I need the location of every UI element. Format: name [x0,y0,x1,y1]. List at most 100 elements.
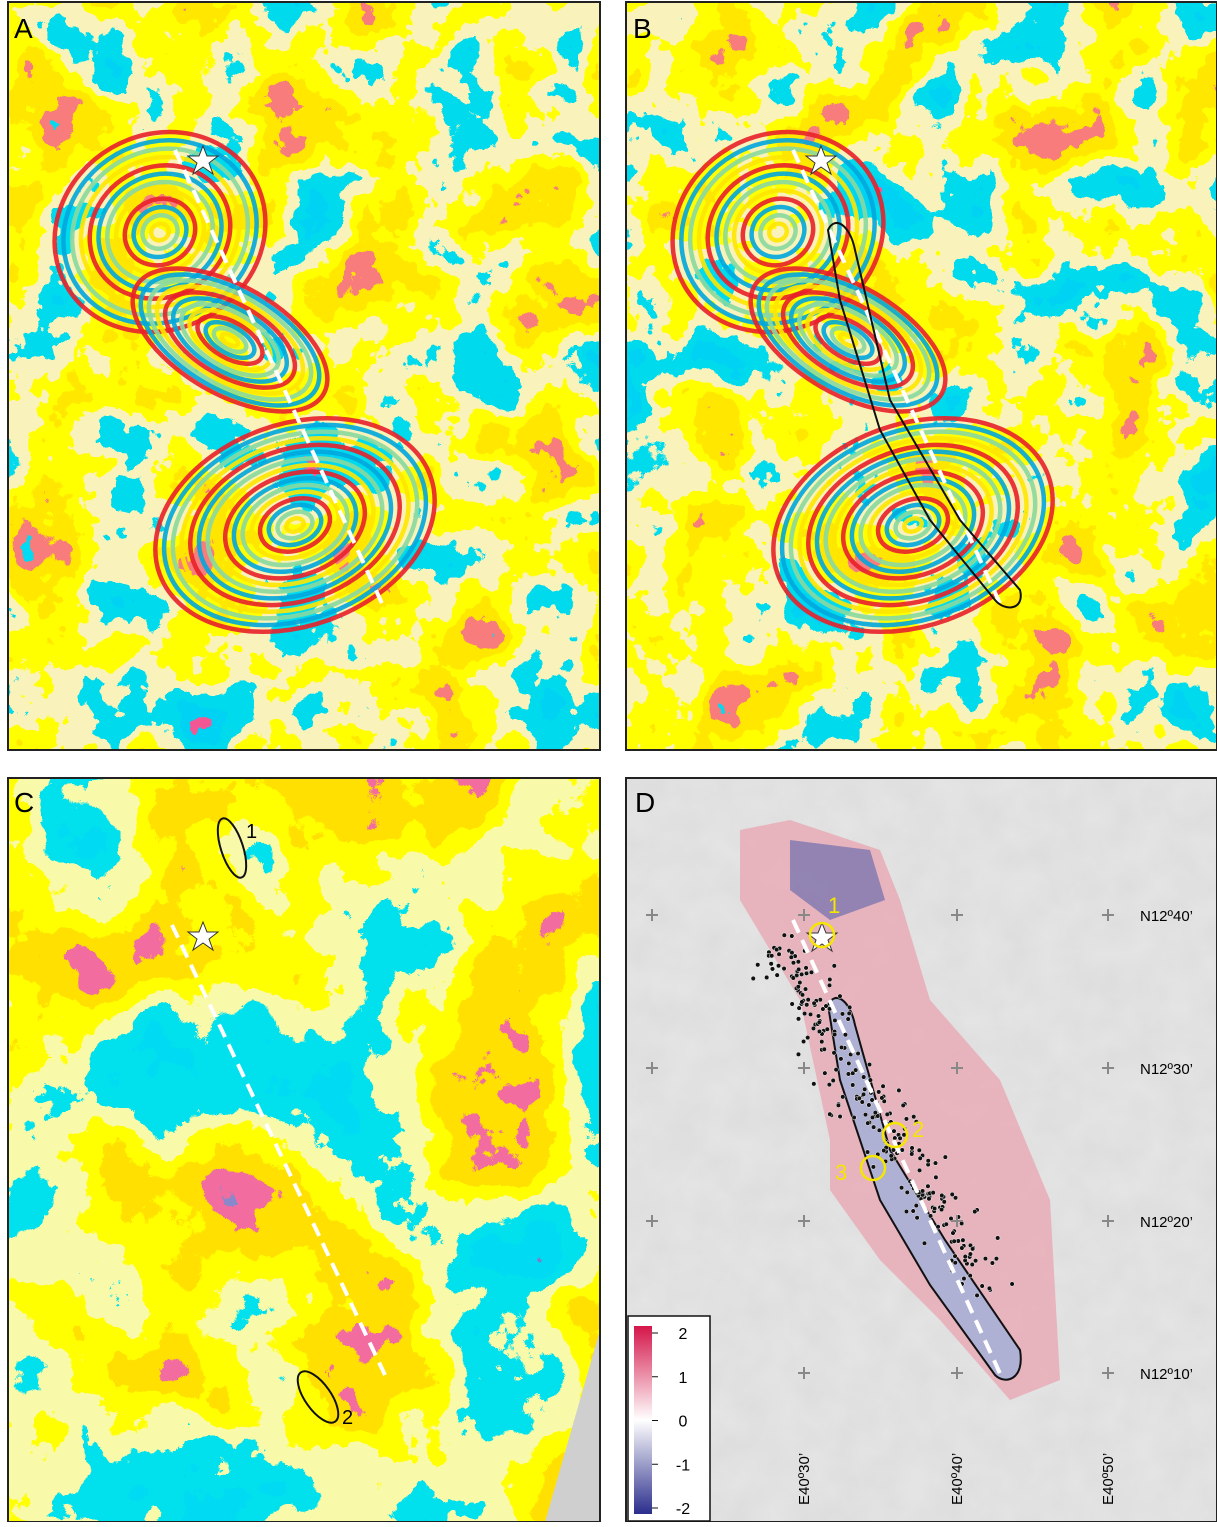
event [811,1000,817,1006]
event [823,1003,829,1009]
event [872,1110,878,1116]
fringe [771,415,1055,635]
event [764,974,770,981]
fringe [179,436,411,614]
site-circle [859,1154,887,1182]
graticule-cross [798,1062,810,1074]
event [856,1095,862,1101]
colorbar [634,1326,652,1514]
fringe [148,221,172,243]
event [930,1190,936,1196]
fringe [187,307,273,373]
event [917,1167,923,1173]
event [859,1099,865,1105]
fringe [179,302,281,378]
fringe [797,302,899,378]
event [870,1164,876,1170]
event [833,1067,839,1073]
graticule-cross [646,909,658,921]
fringe [696,154,860,310]
event [961,1276,967,1282]
fringe [214,462,376,588]
fringe [138,272,322,408]
event [942,1154,948,1160]
fault-trace [170,924,387,1376]
fringe [788,429,1038,621]
event [879,1095,885,1101]
event [842,1032,848,1038]
fringe [829,325,867,355]
event [847,1004,853,1010]
event [851,1114,857,1121]
panel-frame [625,1,1217,751]
event [799,992,806,998]
dike-outline [826,222,1022,609]
longitude-labels: E40º30’ E40º40’ E40º50’ [796,1453,1117,1505]
event [974,1292,980,1298]
fringe [779,422,1047,628]
colorbar-tick-label: -2 [676,1501,690,1518]
fringe [805,307,891,373]
event [932,1160,939,1166]
event [796,1005,802,1011]
event [914,1215,920,1221]
event [911,1114,917,1120]
fringe [231,476,359,574]
event [774,947,780,953]
event [832,1032,838,1038]
event [802,1011,808,1017]
fringe [170,429,420,621]
event [920,1188,926,1194]
fringe [867,489,959,561]
event [845,1016,851,1022]
event [805,1035,811,1041]
event [876,1089,882,1095]
event [845,1071,851,1077]
fringe [806,442,1020,608]
fringe [748,266,948,414]
event [824,1026,830,1032]
event [803,970,810,976]
event [815,1013,822,1019]
event [941,1199,947,1205]
event [816,1019,822,1025]
fringe [758,213,798,251]
event [820,1006,826,1012]
fringe [764,278,932,402]
event [808,969,815,975]
event [795,959,801,965]
event [769,953,775,959]
panel-label: C [14,787,34,818]
event [888,1153,894,1159]
fringe [821,319,875,361]
event [790,975,796,981]
event [881,1147,887,1154]
no-data-area [545,1330,600,1522]
event [837,993,843,999]
event [831,963,837,969]
panel-b-image [626,2,1217,750]
panel-c-image [8,778,600,1522]
event [794,972,800,978]
event [933,1174,939,1180]
event [788,954,794,960]
fringe [832,462,994,588]
graticule-cross [951,1215,963,1227]
event [826,1082,832,1088]
event [871,1124,877,1130]
event [866,1062,873,1068]
event [861,1074,867,1080]
event [939,1207,945,1213]
event [865,1149,871,1155]
event [932,1205,938,1212]
graticule-cross [646,1215,658,1227]
event [839,1011,846,1017]
event [837,1113,843,1120]
event [846,1060,852,1066]
longitude-label: E40º40’ [949,1453,966,1505]
fringe [122,196,198,268]
event [939,1192,945,1199]
event [821,1046,827,1052]
latitude-label: N12º10’ [1140,1366,1193,1383]
event [866,1102,872,1108]
